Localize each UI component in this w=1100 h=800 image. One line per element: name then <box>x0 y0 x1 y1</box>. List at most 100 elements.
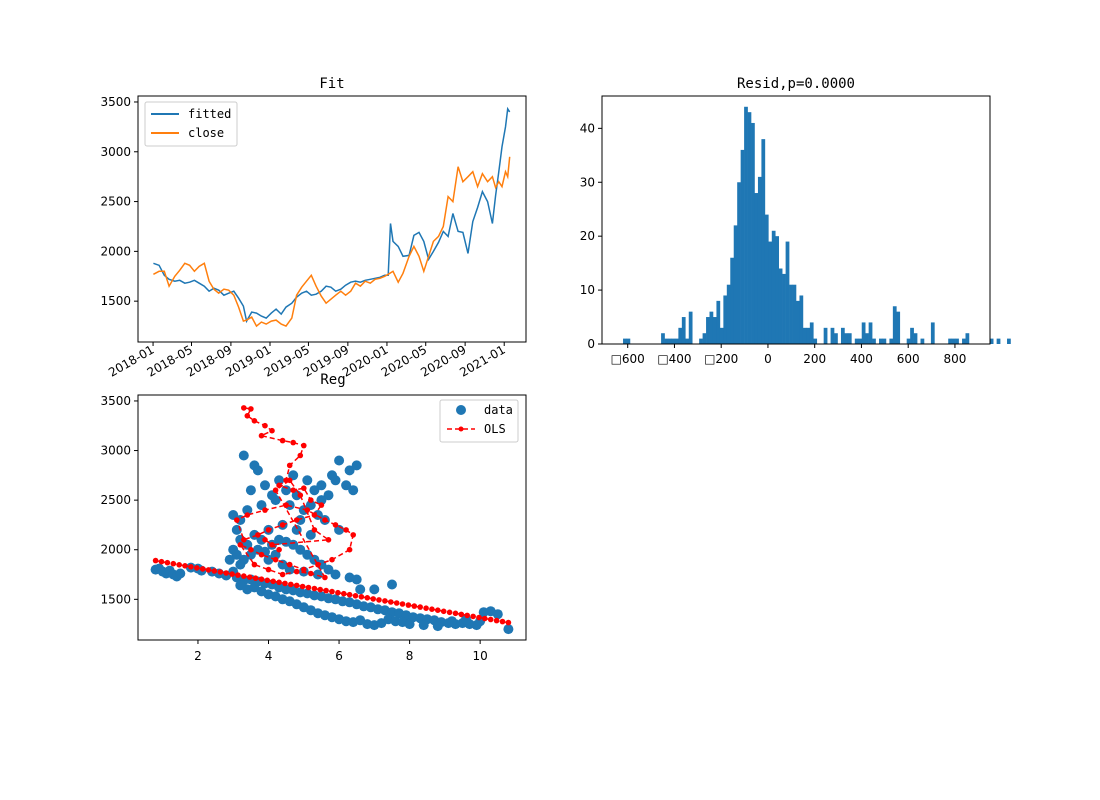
reg-ols-cluster-marker <box>308 497 314 503</box>
reg-ols-marker <box>429 606 435 612</box>
resid-x-axis: □600 □400 □200 0 200 400 600 800 <box>611 344 966 366</box>
reg-ols-cluster-marker <box>301 485 307 492</box>
reg-ols-marker <box>405 602 412 608</box>
reg-ols-marker <box>440 608 447 615</box>
resid-hist-bar <box>906 338 911 344</box>
resid-hist-bar <box>744 106 748 344</box>
reg-ols-marker <box>246 574 253 580</box>
reg-x-tick-label: 6 <box>335 649 343 663</box>
reg-data-point <box>309 485 320 496</box>
reg-ols-marker <box>335 589 341 596</box>
fit-series-fitted-line <box>153 106 511 324</box>
resid-hist-bar <box>809 322 814 344</box>
resid-hist-bar <box>688 311 693 344</box>
resid-y-axis: 0 10 20 30 40 <box>580 121 602 351</box>
reg-ols-marker <box>393 600 400 606</box>
reg-ols-cluster-marker <box>279 437 286 444</box>
reg-data-point <box>263 554 274 565</box>
reg-y-tick-label: 3000 <box>100 444 131 458</box>
resid-hist-bar <box>685 338 690 344</box>
reg-ols-marker <box>382 598 388 604</box>
reg-ols-cluster-marker <box>293 568 300 575</box>
reg-data-point <box>446 616 457 627</box>
reg-ols-cluster-marker <box>322 574 328 581</box>
reg-ols-marker <box>470 613 476 620</box>
reg-ols-marker <box>364 595 371 601</box>
reg-ols-cluster-marker <box>255 532 261 538</box>
reg-ols-cluster-marker <box>248 546 254 553</box>
reg-data-point <box>316 480 327 491</box>
resid-hist-bar <box>989 338 994 344</box>
reg-data-point <box>341 480 352 491</box>
resid-hist-bar <box>879 338 883 344</box>
reg-ols-cluster-marker <box>234 517 240 523</box>
reg-ols-marker <box>170 560 177 567</box>
reg-ols-cluster-marker <box>276 546 282 553</box>
resid-y-tick-label: 40 <box>580 121 595 135</box>
reg-ols-marker <box>264 577 271 584</box>
reg-ols-cluster-marker <box>301 442 307 449</box>
fit-legend-fitted-label: fitted <box>188 107 231 121</box>
reg-data-point <box>302 549 313 560</box>
reg-ols-marker <box>341 590 347 597</box>
reg-ols-marker <box>423 605 429 611</box>
reg-ols-marker <box>158 558 165 565</box>
reg-ols-cluster-marker <box>286 561 293 568</box>
reg-ols-marker <box>194 565 200 571</box>
resid-hist-bar <box>889 338 894 344</box>
resid-hist-bar <box>671 338 676 344</box>
reg-ols-cluster-marker <box>265 527 272 533</box>
fit-y-axis: 1500 2000 2500 3000 3500 <box>100 95 138 308</box>
fit-y-tick-label: 2500 <box>100 195 131 209</box>
reg-legend-ols-label: OLS <box>484 422 506 436</box>
resid-hist-bar <box>948 338 952 344</box>
resid-hist-bar <box>782 273 786 344</box>
reg-data-point <box>351 574 362 585</box>
reg-title: Reg <box>320 372 345 388</box>
reg-data-point <box>344 465 355 476</box>
resid-x-tick-label: □200 <box>704 352 738 366</box>
reg-ols-cluster-marker <box>258 432 265 439</box>
resid-hist-bar <box>751 122 755 345</box>
reg-ols-marker <box>435 607 441 613</box>
resid-hist-bar <box>730 257 735 344</box>
resid-hist-bar <box>920 338 925 344</box>
reg-ols-marker <box>346 591 353 598</box>
reg-ols-cluster-marker <box>279 522 286 528</box>
reg-ols-marker <box>217 569 224 575</box>
reg-ols-marker <box>205 567 212 573</box>
resid-hist-bar <box>834 333 838 344</box>
resid-hist-bar <box>723 295 728 344</box>
reg-data-point <box>231 549 242 560</box>
reg-data-point <box>281 485 292 496</box>
reg-ols-marker <box>223 570 229 576</box>
fit-series-close-line <box>153 156 511 328</box>
reg-ols-cluster-marker <box>241 405 247 411</box>
resid-hist-bar <box>699 338 703 344</box>
reg-ols-marker <box>305 584 312 591</box>
resid-hist-bar <box>792 284 797 344</box>
reg-ols-cluster-marker <box>276 482 282 489</box>
resid-hist-bar <box>668 338 672 344</box>
fit-plot-area <box>153 106 511 328</box>
reg-x-tick-label: 4 <box>265 649 273 663</box>
reg-ols-marker <box>476 614 482 621</box>
reg-data-point <box>260 480 270 491</box>
reg-legend-ols-marker <box>458 426 464 432</box>
reg-ols-marker <box>464 612 471 619</box>
reg-ols-cluster-marker <box>269 427 275 434</box>
reg-ols-cluster-marker <box>237 542 244 548</box>
resid-hist-bar <box>872 338 876 344</box>
reg-ols-marker <box>493 617 500 624</box>
reg-data-point <box>404 619 415 630</box>
resid-hist-bar <box>955 338 959 344</box>
reg-ols-cluster-marker <box>241 537 247 543</box>
resid-plot-area <box>623 106 1011 345</box>
reg-ols-marker <box>388 599 394 605</box>
reg-ols-cluster-marker <box>251 561 258 568</box>
resid-x-tick-label: 200 <box>803 352 826 366</box>
reg-ols-cluster-marker <box>244 512 251 518</box>
reg-ols-marker <box>164 559 171 566</box>
reg-ols-marker <box>276 579 282 586</box>
reg-ols-cluster-marker <box>308 570 314 577</box>
